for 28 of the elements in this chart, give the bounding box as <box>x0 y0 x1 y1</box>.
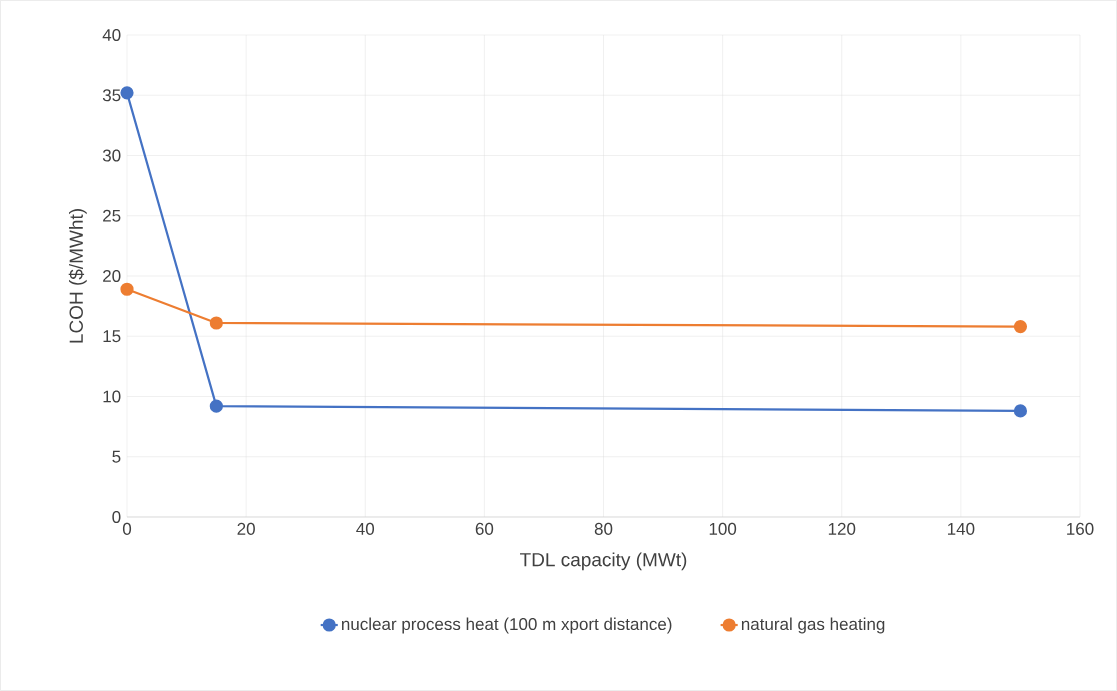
point <box>209 399 223 413</box>
point <box>120 86 134 100</box>
y-tick-label: 35 <box>102 89 121 102</box>
y-tick-label: 0 <box>112 510 121 524</box>
x-tick-label: 0 <box>122 522 132 535</box>
y-tick-label: 15 <box>103 330 121 343</box>
point <box>1013 320 1028 334</box>
legend-label: nuclear process heat (100 m xport distance) <box>342 617 672 634</box>
x-tick-label: 100 <box>709 522 737 535</box>
y-tick-label: 40 <box>102 28 121 42</box>
y-axis-title: LCOH ($/MWht) <box>68 209 87 343</box>
x-tick-label: 60 <box>475 522 494 535</box>
x-tick-label: 20 <box>237 522 255 535</box>
point <box>1013 404 1028 418</box>
y-tick-label: 20 <box>103 269 121 283</box>
x-tick-label: 140 <box>947 522 975 535</box>
x-axis-title: TDL capacity (MWt) <box>520 552 687 571</box>
point <box>209 316 223 330</box>
y-tick-label: 10 <box>103 390 121 403</box>
x-tick-label: 160 <box>1067 522 1094 535</box>
x-tick-label: 40 <box>356 522 375 535</box>
point <box>120 282 134 296</box>
legend-label: natural gas heating <box>741 617 885 634</box>
y-tick-label: 30 <box>102 149 121 162</box>
x-tick-label: 120 <box>828 522 856 535</box>
y-tick-label: 25 <box>103 209 121 222</box>
x-tick-label: 80 <box>594 522 613 535</box>
y-tick-label: 5 <box>112 450 121 463</box>
